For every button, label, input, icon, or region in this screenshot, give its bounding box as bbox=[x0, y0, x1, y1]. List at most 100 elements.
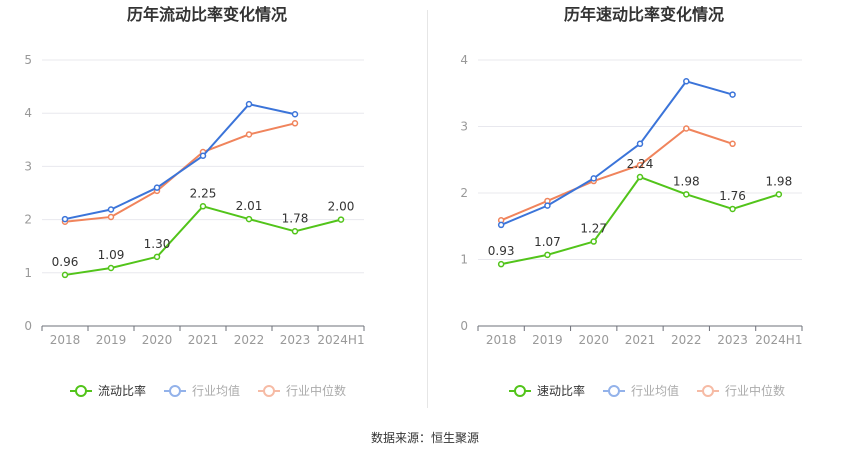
data-point bbox=[636, 140, 644, 148]
legend-label: 行业中位数 bbox=[725, 383, 785, 398]
data-point bbox=[291, 228, 299, 235]
data-point bbox=[153, 253, 161, 261]
data-label: 1.09 bbox=[98, 248, 125, 262]
legend-label: 行业均值 bbox=[192, 383, 240, 398]
data-point bbox=[199, 152, 207, 160]
data-source-name: 恒生聚源 bbox=[431, 431, 480, 445]
y-tick-label: 1 bbox=[24, 266, 32, 280]
data-label: 1.27 bbox=[580, 222, 607, 236]
data-label: 1.30 bbox=[144, 237, 171, 251]
data-point bbox=[245, 100, 253, 108]
data-label: 2.24 bbox=[627, 157, 654, 171]
data-label: 1.07 bbox=[534, 235, 561, 249]
y-tick-label: 5 bbox=[24, 53, 32, 67]
legend-label: 行业均值 bbox=[631, 383, 679, 398]
data-point bbox=[683, 125, 690, 132]
data-point bbox=[497, 260, 505, 268]
x-tick-label: 2023 bbox=[717, 333, 748, 347]
data-label: 1.98 bbox=[673, 174, 700, 188]
data-label: 0.93 bbox=[488, 244, 515, 258]
x-tick-label: 2021 bbox=[625, 333, 656, 347]
series-line bbox=[64, 103, 296, 221]
data-point bbox=[107, 264, 115, 272]
x-tick-label: 2023 bbox=[280, 333, 311, 347]
panel-divider bbox=[427, 10, 428, 408]
data-point bbox=[245, 215, 253, 223]
y-tick-label: 4 bbox=[460, 53, 468, 67]
legend-swatch-marker bbox=[75, 385, 87, 397]
x-tick-label: 2018 bbox=[486, 333, 517, 347]
x-tick-label: 2019 bbox=[96, 333, 127, 347]
y-tick-label: 1 bbox=[460, 253, 468, 267]
data-point bbox=[199, 203, 207, 210]
y-tick-label: 0 bbox=[24, 319, 32, 333]
data-point bbox=[590, 238, 597, 245]
legend-swatch-marker bbox=[169, 385, 181, 397]
data-label: 1.76 bbox=[719, 189, 746, 203]
legend-swatch-marker bbox=[263, 385, 275, 397]
data-point bbox=[337, 216, 345, 223]
data-label: 2.00 bbox=[328, 200, 355, 214]
series-line bbox=[500, 127, 733, 222]
y-tick-label: 4 bbox=[24, 106, 32, 120]
legend-label: 流动比率 bbox=[98, 383, 146, 398]
legend-swatch-marker bbox=[608, 385, 620, 397]
data-point bbox=[291, 120, 299, 127]
x-tick-label: 2021 bbox=[188, 333, 219, 347]
data-point bbox=[775, 191, 783, 198]
data-point bbox=[497, 221, 505, 229]
chart-panel-1: 历年流动比率变化情况 0 1 2 3 4 5 2018 2019 2020 2021 2022 2023… bbox=[24, 5, 364, 398]
y-tick-label: 0 bbox=[460, 319, 468, 333]
data-source-label: 数据来源： bbox=[370, 431, 431, 445]
data-point bbox=[61, 215, 69, 223]
legend-item: 流动比率 bbox=[70, 383, 146, 398]
data-label: 0.96 bbox=[52, 255, 79, 269]
chart-title: 历年流动比率变化情况 bbox=[127, 5, 287, 24]
data-point bbox=[153, 184, 161, 191]
data-point bbox=[291, 111, 299, 118]
data-point bbox=[683, 191, 690, 198]
data-label: 1.98 bbox=[765, 174, 792, 188]
x-tick-label: 2024H1 bbox=[755, 333, 802, 347]
data-point bbox=[107, 213, 115, 221]
data-point bbox=[544, 251, 551, 259]
y-tick-label: 3 bbox=[460, 120, 468, 134]
y-tick-label: 2 bbox=[460, 186, 468, 200]
data-label: 1.78 bbox=[282, 211, 309, 225]
legend-item: 行业中位数 bbox=[697, 383, 785, 398]
data-point bbox=[590, 175, 597, 182]
x-tick-label: 2018 bbox=[50, 333, 81, 347]
x-tick-label: 2024H1 bbox=[317, 333, 364, 347]
chart-panel-2: 历年速动比率变化情况 0 1 2 3 4 2018 2019 2020 2021 2022 2023 2… bbox=[460, 5, 803, 398]
x-tick-label: 2019 bbox=[532, 333, 563, 347]
legend-item: 速动比率 bbox=[509, 383, 585, 398]
data-label: 2.01 bbox=[236, 199, 263, 213]
data-point bbox=[636, 161, 644, 169]
x-tick-label: 2022 bbox=[234, 333, 265, 347]
legend-swatch-marker bbox=[514, 385, 526, 397]
legend-item: 行业均值 bbox=[603, 383, 679, 398]
data-point bbox=[245, 131, 253, 138]
legend-item: 行业均值 bbox=[164, 383, 240, 398]
x-tick-label: 2020 bbox=[142, 333, 173, 347]
x-tick-label: 2022 bbox=[671, 333, 702, 347]
data-label: 2.25 bbox=[190, 186, 217, 200]
legend-label: 行业中位数 bbox=[286, 383, 346, 398]
data-point bbox=[729, 205, 736, 213]
legend-swatch-marker bbox=[702, 385, 714, 397]
data-point bbox=[636, 173, 644, 181]
data-point bbox=[61, 271, 69, 279]
chart-title: 历年速动比率变化情况 bbox=[564, 5, 724, 24]
data-point bbox=[544, 202, 551, 209]
data-point bbox=[683, 78, 690, 85]
x-tick-label: 2020 bbox=[578, 333, 609, 347]
series-line bbox=[500, 80, 733, 226]
legend-label: 速动比率 bbox=[537, 383, 585, 398]
data-point bbox=[107, 206, 115, 213]
legend-item: 行业中位数 bbox=[258, 383, 346, 398]
data-point bbox=[729, 91, 736, 98]
y-tick-label: 3 bbox=[24, 159, 32, 173]
data-source: 数据来源：恒生聚源 bbox=[0, 429, 850, 446]
y-tick-label: 2 bbox=[24, 213, 32, 227]
